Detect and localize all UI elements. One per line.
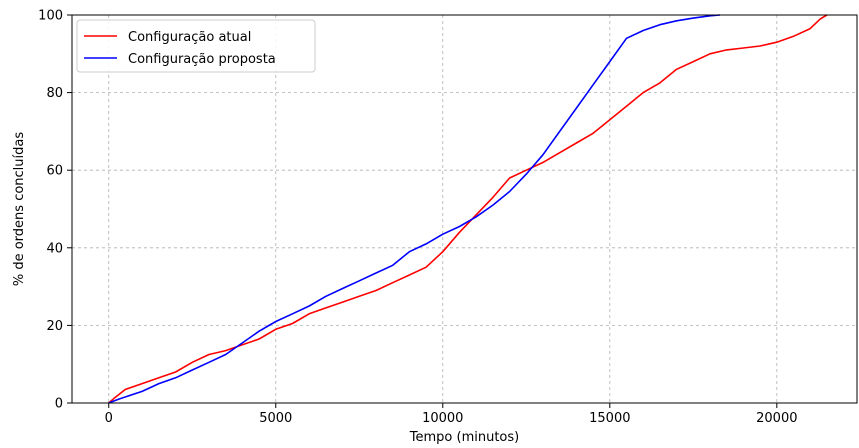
x-tick-label: 15000: [589, 411, 630, 426]
series-lines: [109, 15, 827, 403]
y-axis-label: % de ordens concluídas: [12, 132, 27, 287]
x-tick-label: 10000: [422, 411, 463, 426]
series-line-configuracao-atual: [109, 15, 827, 403]
series-line-configuracao-proposta: [109, 15, 720, 403]
grid-lines: [72, 15, 857, 403]
legend-label-configuracao-atual: Configuração atual: [128, 30, 251, 45]
y-tick-label: 20: [46, 319, 63, 334]
y-tick-label: 80: [46, 86, 63, 101]
x-tick-label: 0: [105, 411, 113, 426]
x-axis-label: Tempo (minutos): [409, 430, 519, 444]
x-tick-label: 20000: [756, 411, 797, 426]
plot-frame: [72, 15, 857, 403]
y-tick-label: 100: [38, 9, 63, 24]
y-tick-label: 0: [55, 397, 63, 412]
y-tick-label: 60: [46, 164, 63, 179]
y-tick-label: 40: [46, 241, 63, 256]
legend: Configuração atual Configuração proposta: [77, 20, 315, 72]
x-tick-label: 5000: [259, 411, 292, 426]
legend-label-configuracao-proposta: Configuração proposta: [128, 52, 276, 67]
